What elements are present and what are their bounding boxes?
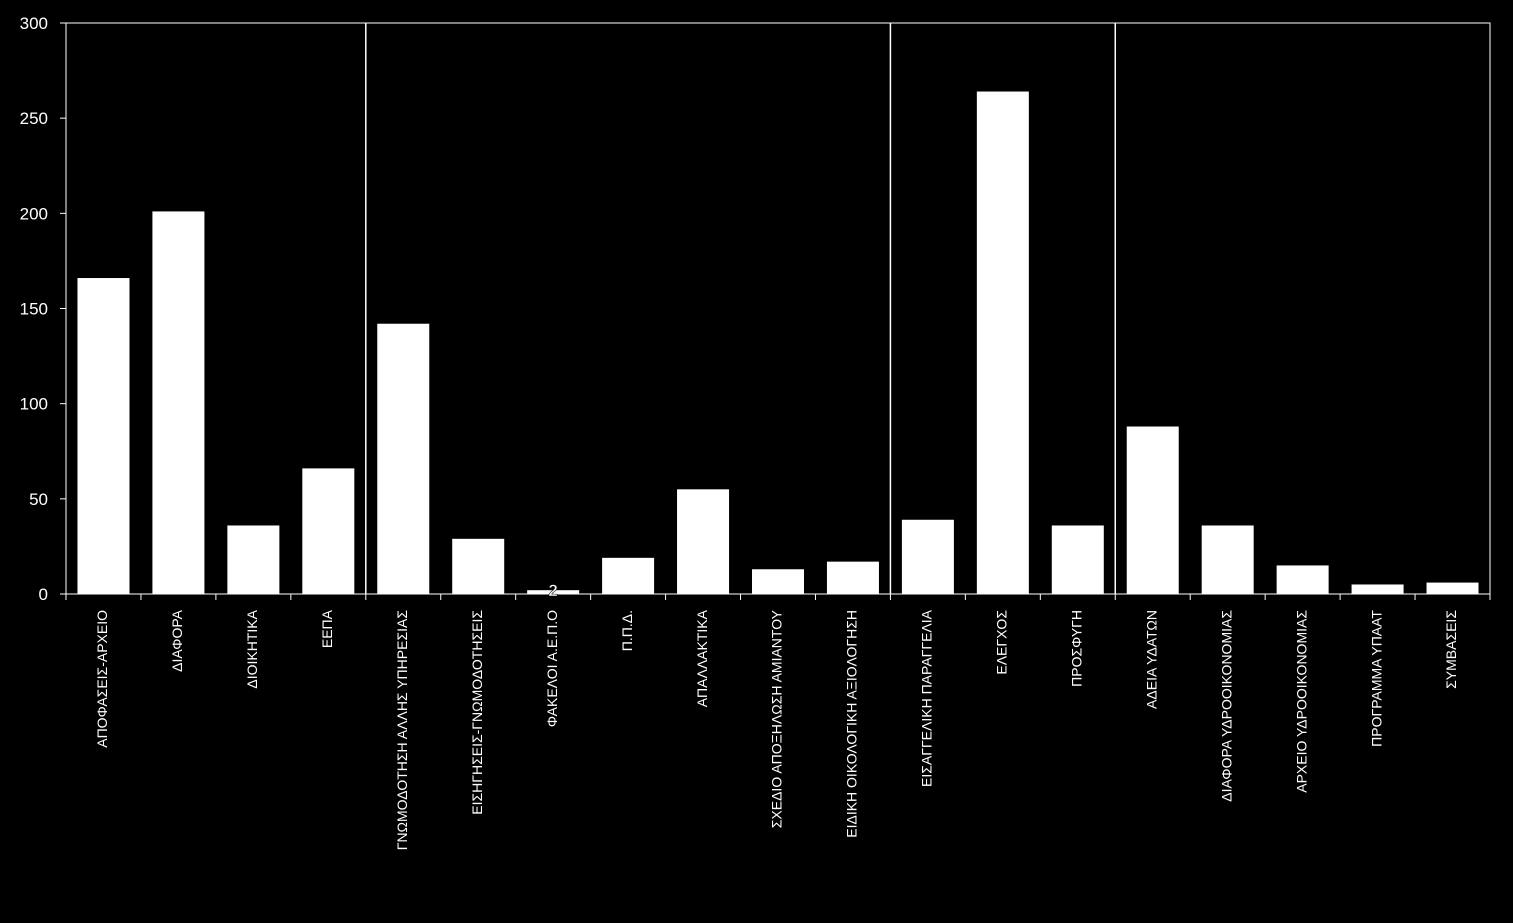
x-tick-label: ΔΙΑΦΟΡΑ	[169, 609, 185, 672]
x-tick-label: ΠΡΟΣΦΥΓΗ	[1068, 610, 1084, 687]
bar	[1201, 525, 1254, 594]
bar	[677, 489, 730, 594]
x-tick-label: ΦΑΚΕΛΟΙ Α.Ε.Π.Ο	[544, 610, 560, 727]
bar	[1426, 582, 1479, 594]
bars	[77, 91, 1479, 595]
bar	[1126, 426, 1179, 594]
x-tick-label: ΑΔΕΙΑ ΥΔΑΤΩΝ	[1143, 610, 1159, 709]
y-axis: 0 50 100 150 200 250 300	[20, 14, 66, 604]
x-tick-label: ΓΝΩΜΟΔΟΤΗΣΗ ΑΛΛΗΣ ΥΠΗΡΕΣΙΑΣ	[394, 610, 410, 851]
x-tick-label: ΔΙΟΙΚΗΤΙΚΑ	[244, 609, 260, 688]
x-axis: ΑΠΟΦΑΣΕΙΣ-ΑΡΧΕΙΟ ΔΙΑΦΟΡΑ ΔΙΟΙΚΗΤΙΚΑ ΕΕΠΑ ΓΝΩ…	[65, 594, 1491, 851]
y-tick-label: 0	[39, 585, 48, 604]
x-tick-label: ΠΡΟΓΡΑΜΜΑ ΥΠΑΑΤ	[1368, 610, 1384, 747]
x-tick-label: ΕΙΣΗΓΗΣΕΙΣ-ΓΝΩΜΟΔΟΤΗΣΕΙΣ	[469, 610, 485, 815]
x-tick-label: Π.Π.Δ.	[619, 610, 635, 651]
x-tick-label: ΔΙΑΦΟΡΑ ΥΔΡΟΟΙΚΟΝΟΜΙΑΣ	[1218, 610, 1234, 802]
x-tick-label: ΕΛΕΓΧΟΣ	[994, 610, 1010, 675]
y-tick-label: 50	[29, 490, 48, 509]
y-tick-label: 100	[20, 395, 48, 414]
bar	[1351, 584, 1404, 594]
bar	[602, 557, 655, 594]
x-tick-label: ΑΠΑΛΛΑΚΤΙΚΑ	[694, 609, 710, 707]
x-tick-label: ΕΙΣΑΓΓΕΛΙΚΗ ΠΑΡΑΓΓΕΛΙΑ	[919, 609, 935, 787]
x-tick-label: ΣΥΜΒΑΣΕΙΣ	[1443, 610, 1459, 689]
bar	[452, 538, 505, 594]
bar	[227, 525, 280, 594]
data-label: 2	[548, 581, 557, 600]
bar	[1051, 525, 1104, 594]
x-tick-label: ΕΙΔΙΚΗ ΟΙΚΟΛΟΓΙΚΗ ΑΞΙΟΛΟΓΗΣΗ	[844, 610, 860, 838]
bar	[77, 278, 130, 594]
bar	[377, 323, 430, 594]
bar	[901, 519, 954, 594]
bar	[826, 561, 879, 594]
x-tick-label: ΕΕΠΑ	[319, 609, 335, 648]
bar	[1276, 565, 1329, 594]
y-tick-label: 300	[20, 14, 48, 33]
bar	[302, 468, 355, 594]
x-tick-label: ΑΠΟΦΑΣΕΙΣ-ΑΡΧΕΙΟ	[94, 610, 110, 748]
x-tick-label: ΣΧΕΔΙΟ ΑΠΟΞΗΛΩΣΗ ΑΜΙΑΝΤΟΥ	[769, 609, 785, 828]
data-labels: 2	[548, 581, 558, 601]
y-tick-label: 150	[20, 300, 48, 319]
y-tick-label: 250	[20, 109, 48, 128]
x-tick-label: ΑΡΧΕΙΟ ΥΔΡΟΟΙΚΟΝΟΜΙΑΣ	[1293, 610, 1309, 793]
group-separators	[365, 23, 1117, 594]
bar	[976, 91, 1029, 595]
bar	[527, 590, 580, 594]
y-tick-label: 200	[20, 204, 48, 223]
bar	[752, 569, 804, 594]
bar	[152, 211, 205, 594]
